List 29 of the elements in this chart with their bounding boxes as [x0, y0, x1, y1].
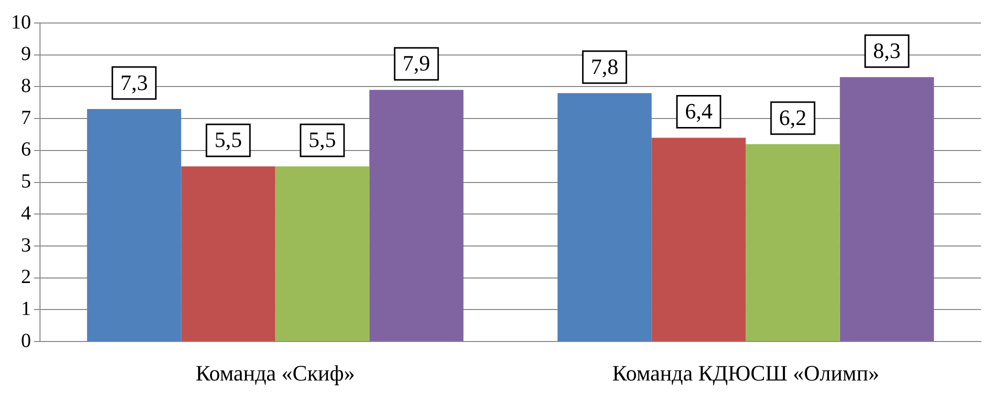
y-tick-label: 3 [21, 234, 31, 256]
x-tick-label: Команда «Скиф» [196, 360, 355, 386]
y-tick-label: 7 [21, 106, 31, 129]
y-tick-label: 9 [21, 43, 31, 66]
y-tick-label: 2 [21, 266, 31, 288]
data-label: 6,4 [684, 98, 712, 124]
data-label: 5,5 [214, 127, 242, 152]
bar [275, 166, 370, 342]
bar [746, 144, 840, 342]
y-tick-label: 5 [21, 170, 31, 193]
y-tick-label: 1 [21, 298, 31, 320]
y-tick-label: 0 [21, 330, 31, 352]
bar [558, 93, 652, 342]
y-tick-label: 8 [21, 74, 31, 97]
bar [652, 138, 746, 342]
data-label: 6,2 [779, 104, 807, 130]
y-tick-label: 10 [11, 11, 31, 34]
data-label: 8,3 [873, 38, 901, 63]
x-tick-label: Команда КДЮСШ «Олимп» [612, 360, 880, 386]
data-label: 5,5 [308, 127, 336, 152]
data-label: 7,9 [402, 50, 430, 76]
y-tick-label: 4 [21, 202, 31, 224]
bar [369, 90, 464, 342]
bar [840, 77, 934, 342]
data-label: 7,3 [120, 70, 148, 95]
bar [87, 109, 182, 342]
data-label: 7,8 [590, 54, 618, 79]
y-tick-label: 6 [21, 138, 31, 161]
bar [181, 166, 276, 342]
